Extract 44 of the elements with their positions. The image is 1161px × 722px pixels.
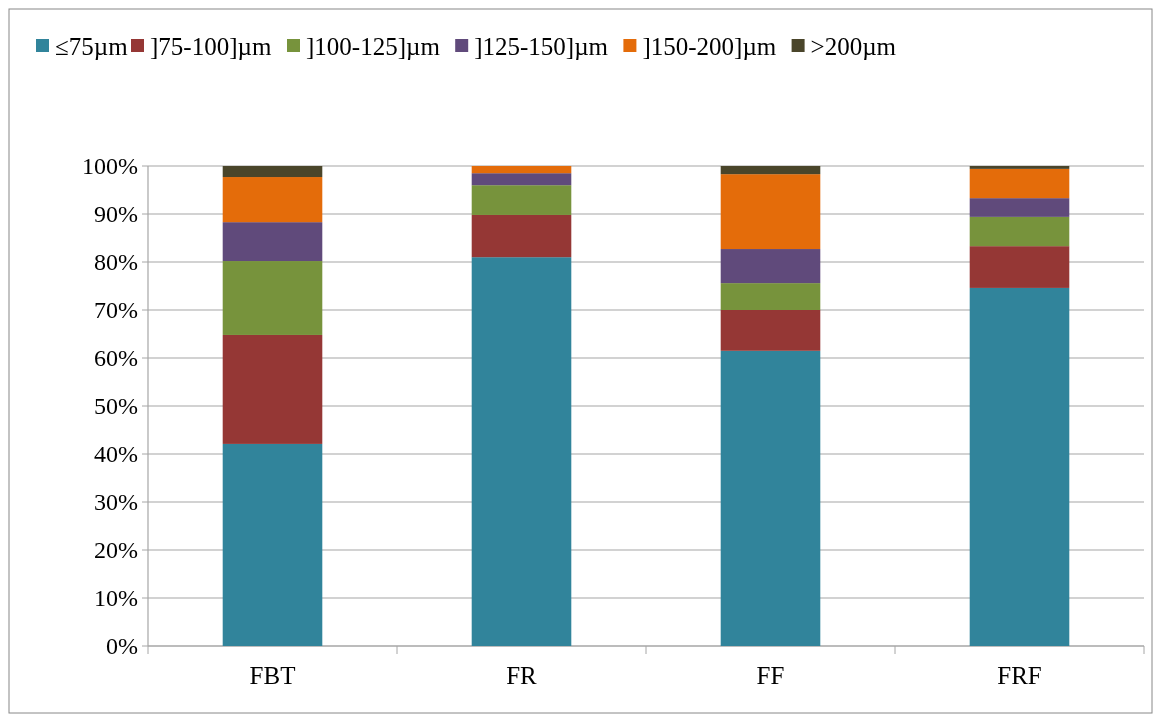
y-tick-label: 100% xyxy=(82,153,138,179)
bar xyxy=(471,257,572,646)
y-tick-label: 30% xyxy=(94,489,138,515)
y-tick-label: 60% xyxy=(94,345,138,371)
legend-label: ]100-125]µm xyxy=(306,32,441,60)
y-tick-label: 40% xyxy=(94,441,138,467)
y-tick-label: 20% xyxy=(94,537,138,563)
bar xyxy=(222,177,323,223)
x-tick-label: FF xyxy=(756,662,785,689)
legend-label: >200µm xyxy=(810,32,897,60)
bar xyxy=(969,198,1070,217)
bar xyxy=(471,173,572,186)
bar xyxy=(222,334,323,444)
x-tick-label: FRF xyxy=(997,662,1042,689)
legend-label: ]125-150]µm xyxy=(474,32,609,60)
bar xyxy=(471,214,572,258)
bar xyxy=(969,168,1070,199)
bar xyxy=(471,185,572,215)
bar xyxy=(720,350,821,646)
bar xyxy=(720,283,821,310)
bar xyxy=(222,222,323,262)
bar xyxy=(720,310,821,351)
bar xyxy=(969,246,1070,288)
y-tick-label: 70% xyxy=(94,297,138,323)
bar xyxy=(969,287,1070,646)
bar xyxy=(222,261,323,335)
x-tick-label: FBT xyxy=(249,662,296,689)
x-tick-label: FR xyxy=(506,662,538,689)
bar xyxy=(222,443,323,646)
bar xyxy=(720,174,821,250)
bar xyxy=(222,166,323,178)
legend-label: ]75-100]µm xyxy=(150,32,272,60)
bar xyxy=(720,249,821,284)
legend-label: ≤75µm xyxy=(55,32,129,60)
y-tick-label: 0% xyxy=(106,633,138,659)
y-tick-label: 90% xyxy=(94,201,138,227)
bar xyxy=(969,166,1070,169)
legend-label: ]150-200]µm xyxy=(642,32,777,60)
bar xyxy=(969,216,1070,247)
y-tick-label: 10% xyxy=(94,585,138,611)
bar xyxy=(720,166,821,175)
y-tick-label: 50% xyxy=(94,393,138,419)
y-tick-label: 80% xyxy=(94,249,138,275)
bar xyxy=(471,166,572,174)
